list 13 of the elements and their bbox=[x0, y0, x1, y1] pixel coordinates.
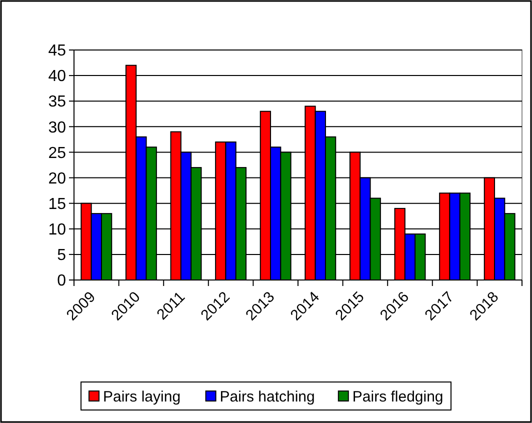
y-tick-label: 35 bbox=[48, 94, 66, 111]
legend-label: Pairs laying bbox=[103, 388, 181, 406]
y-tick-label: 5 bbox=[57, 247, 66, 264]
y-tick-label: 20 bbox=[48, 170, 66, 188]
legend-label: Pairs hatching bbox=[220, 388, 315, 406]
y-tick-label: 0 bbox=[57, 272, 66, 290]
legend-label: Pairs fledging bbox=[352, 388, 444, 406]
y-tick-label: 40 bbox=[48, 68, 66, 86]
y-tick-label: 30 bbox=[48, 119, 66, 136]
y-tick-label: 45 bbox=[48, 42, 66, 60]
y-tick-label: 10 bbox=[48, 221, 66, 238]
y-tick-label: 15 bbox=[48, 196, 66, 213]
y-tick-label: 25 bbox=[48, 144, 66, 162]
